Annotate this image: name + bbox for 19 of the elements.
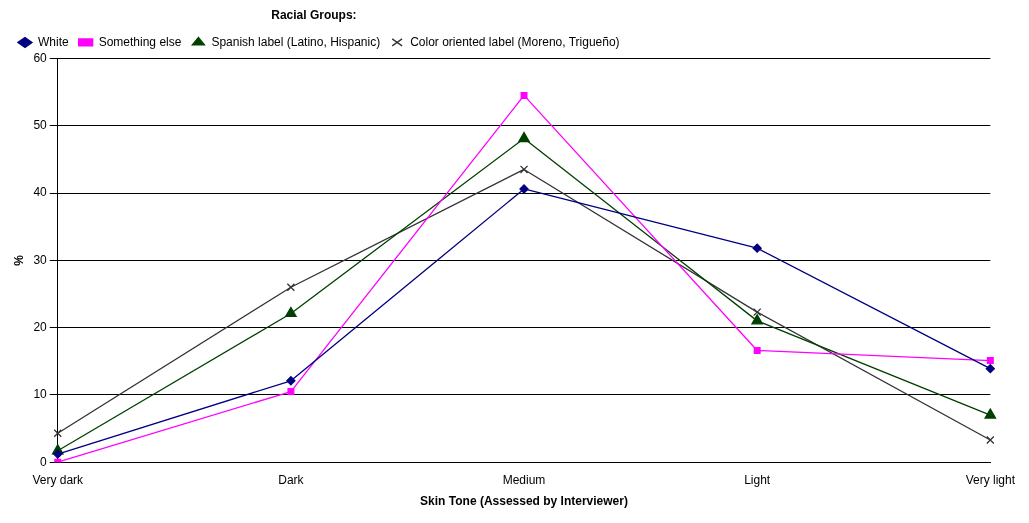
legend-label: White [38, 34, 69, 49]
y-tick-label: 10 [33, 387, 48, 402]
x-tick-label: Dark [278, 472, 305, 487]
y-tick-label: 60 [33, 50, 48, 65]
legend-title: Racial Groups: [271, 8, 357, 23]
y-axis-title: % [11, 254, 26, 266]
y-tick-label: 20 [33, 319, 48, 334]
x-tick-label: Medium [502, 472, 546, 487]
x-tick-label: Light [744, 472, 771, 487]
x-tick-label: Very dark [32, 472, 85, 487]
y-tick-label: 0 [40, 454, 48, 469]
y-tick-label: 50 [33, 118, 48, 133]
x-tick-label: Very light [965, 472, 1016, 487]
legend-label: Color oriented label (Moreno, Trigueño) [410, 34, 620, 49]
y-tick-label: 30 [33, 252, 48, 267]
legend-label: Spanish label (Latino, Hispanic) [211, 34, 381, 49]
legend-label: Something else [98, 34, 182, 49]
y-tick-label: 40 [33, 185, 48, 200]
x-axis-title: Skin Tone (Assessed by Interviewer) [420, 494, 628, 509]
